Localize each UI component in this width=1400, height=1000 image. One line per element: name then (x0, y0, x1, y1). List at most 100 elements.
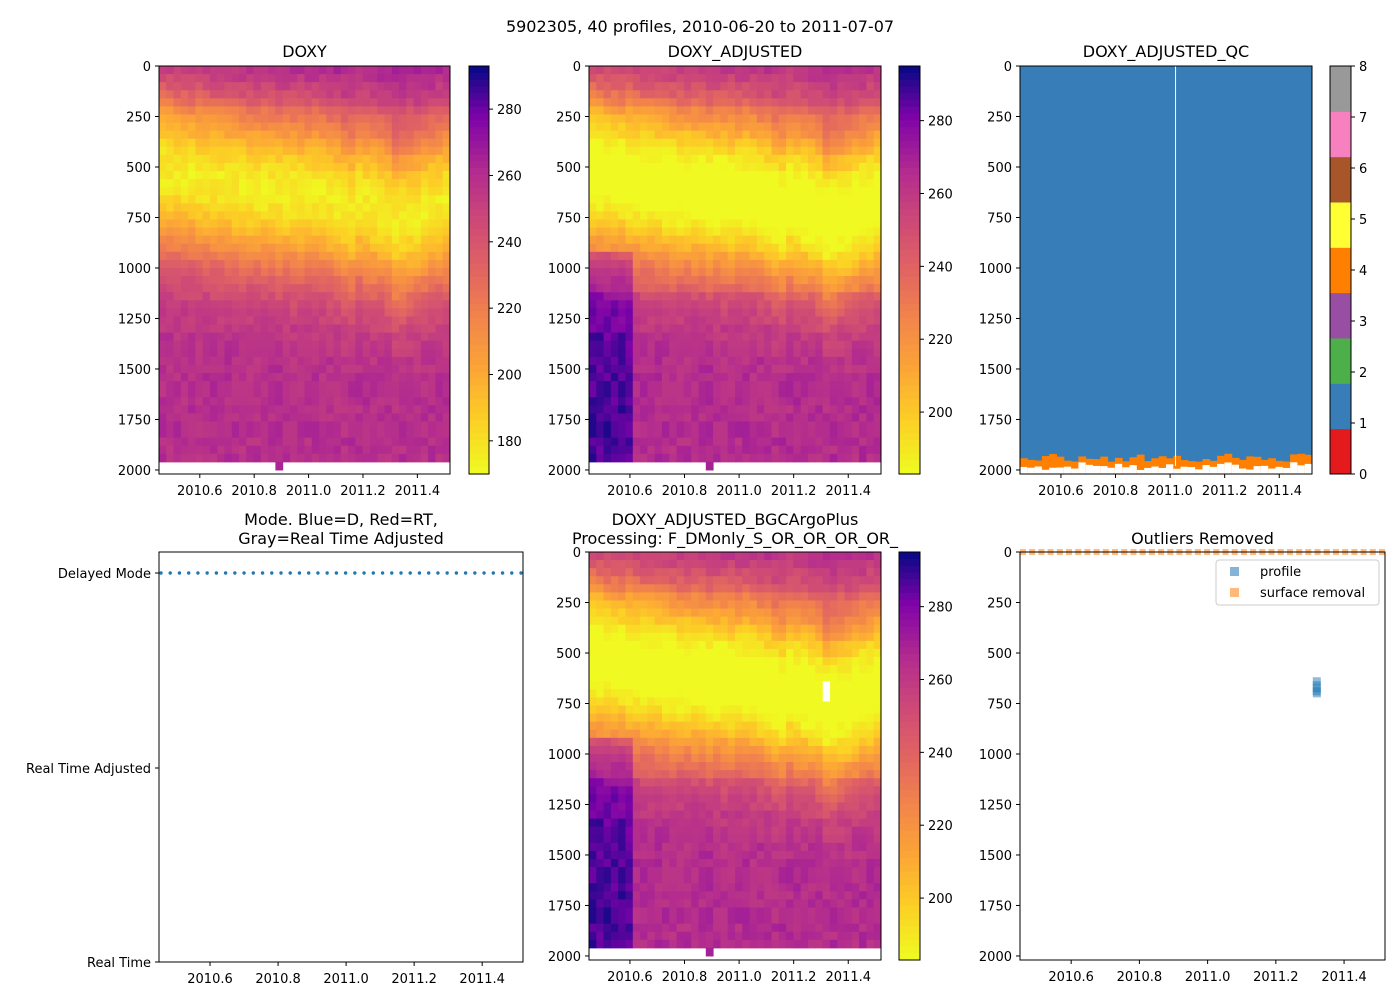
doxy-cell (369, 203, 378, 212)
doxy-cell (224, 429, 233, 439)
doxy-adjusted-cell (683, 122, 692, 132)
doxy-adjusted-cell (786, 397, 794, 406)
doxy-cell (239, 219, 247, 229)
doxy-cell (369, 453, 378, 463)
doxy-adjusted-cell (669, 356, 678, 366)
doxy-adjusted-cell (873, 154, 882, 164)
doxy-cell (217, 340, 225, 350)
doxy-adjusted-cell (873, 259, 882, 269)
mode-point (297, 571, 302, 575)
doxy-adjusted-cell (625, 195, 634, 204)
doxy-cell (340, 437, 349, 447)
doxy-cell (384, 219, 393, 229)
bgcargoplus-cell (683, 568, 692, 577)
doxy-cell (333, 276, 342, 285)
doxy-adjusted-cell (647, 405, 656, 414)
bgcargoplus-cell (647, 891, 656, 900)
doxy-adjusted-cell (610, 267, 619, 277)
doxy-adjusted-qc-empty-cell (1056, 467, 1065, 474)
doxy-adjusted-cell (589, 364, 597, 374)
doxy-adjusted-cell (735, 276, 743, 285)
doxy-cell (217, 74, 225, 83)
doxy-cell (384, 146, 393, 156)
doxy-adjusted-cell (632, 381, 641, 390)
doxy-adjusted-cell (851, 324, 860, 334)
bgcargoplus-cell (676, 665, 685, 674)
bgcargoplus-cell (603, 729, 612, 739)
doxy-adjusted-cell (596, 389, 605, 398)
bgcargoplus-cell (669, 899, 678, 908)
doxy-adjusted-cell (713, 98, 721, 107)
doxy-adjusted-cell (603, 227, 612, 237)
doxy-adjusted-cell (742, 421, 751, 431)
doxy-adjusted-colorbar-band (899, 283, 920, 291)
bgcargoplus-cell (640, 818, 648, 828)
doxy-cell (340, 324, 349, 334)
doxy-cell (391, 324, 400, 334)
doxy-cell (239, 437, 247, 447)
doxy-cell (166, 413, 175, 422)
doxy-adjusted-cell (596, 413, 605, 422)
doxy-adjusted-cell (808, 276, 816, 285)
doxy-cell (304, 405, 313, 414)
doxy-colorbar-band (469, 290, 489, 298)
doxy-adjusted-cell (844, 340, 853, 350)
doxy-cell (173, 421, 182, 431)
doxy-adjusted-cell (705, 308, 714, 317)
doxy-adjusted-cell (866, 445, 875, 455)
doxy-cell (391, 413, 400, 422)
doxy-adjusted-cell (683, 235, 692, 245)
doxy-cell (326, 340, 335, 350)
doxy-cell (406, 122, 415, 132)
doxy-colorbar-band (469, 433, 489, 441)
doxy-adjusted-cell (771, 66, 780, 75)
doxy-adjusted-cell (800, 453, 809, 463)
doxy-adjusted-cell (596, 154, 605, 164)
doxy-adjusted-cell (632, 179, 641, 188)
doxy-cell (260, 364, 269, 374)
doxy-adjusted-cell (786, 445, 794, 455)
doxy-adjusted-cell (662, 308, 670, 317)
doxy-adjusted-cell (866, 203, 875, 212)
doxy-adjusted-cell (859, 235, 867, 245)
doxy-cell (188, 340, 196, 350)
doxy-cell (268, 340, 276, 350)
doxy-cell (384, 397, 393, 406)
bgcargoplus-cell (662, 883, 670, 892)
bgcargoplus-cell (632, 778, 641, 787)
doxy-cell (348, 284, 356, 293)
doxy-colorbar-band (469, 385, 489, 393)
doxy-adjusted-cell (866, 122, 875, 132)
doxy-adjusted-cell (625, 259, 634, 269)
doxy-adjusted-cell (786, 381, 794, 390)
doxy-cell (369, 106, 378, 115)
doxy-cell (333, 106, 342, 115)
doxy-cell (260, 243, 269, 253)
doxy-adjusted-cell (822, 203, 831, 212)
doxy-adjusted-cell (654, 211, 663, 221)
doxy-cell (246, 122, 255, 132)
doxy-adjusted-cell (851, 203, 860, 212)
doxy-adjusted-cell (735, 316, 743, 326)
bgcargoplus-cell (618, 689, 626, 698)
doxy-adjusted-cell (618, 356, 626, 366)
doxy-cell (195, 332, 204, 342)
doxy-adjusted-cell (603, 429, 612, 439)
doxy-adjusted-cell (662, 316, 670, 326)
doxy-adjusted-cell (822, 187, 831, 196)
doxy-cell (435, 187, 444, 196)
doxy-adjusted-cell (859, 138, 867, 148)
doxy-adjusted-cell (640, 381, 648, 390)
doxy-cell (297, 429, 305, 439)
doxy-cell (297, 324, 305, 334)
doxy-cell (355, 187, 364, 196)
bgcargoplus-cell (640, 802, 648, 812)
doxy-cell (435, 179, 444, 188)
doxy-cell (355, 146, 364, 156)
doxy-cell (209, 251, 218, 261)
doxy-adjusted-cell (778, 74, 787, 83)
doxy-cell (297, 195, 305, 204)
doxy-adjusted-cell (625, 340, 634, 350)
doxy-adjusted-cell (844, 251, 853, 261)
doxy-adjusted-cell (640, 453, 648, 463)
